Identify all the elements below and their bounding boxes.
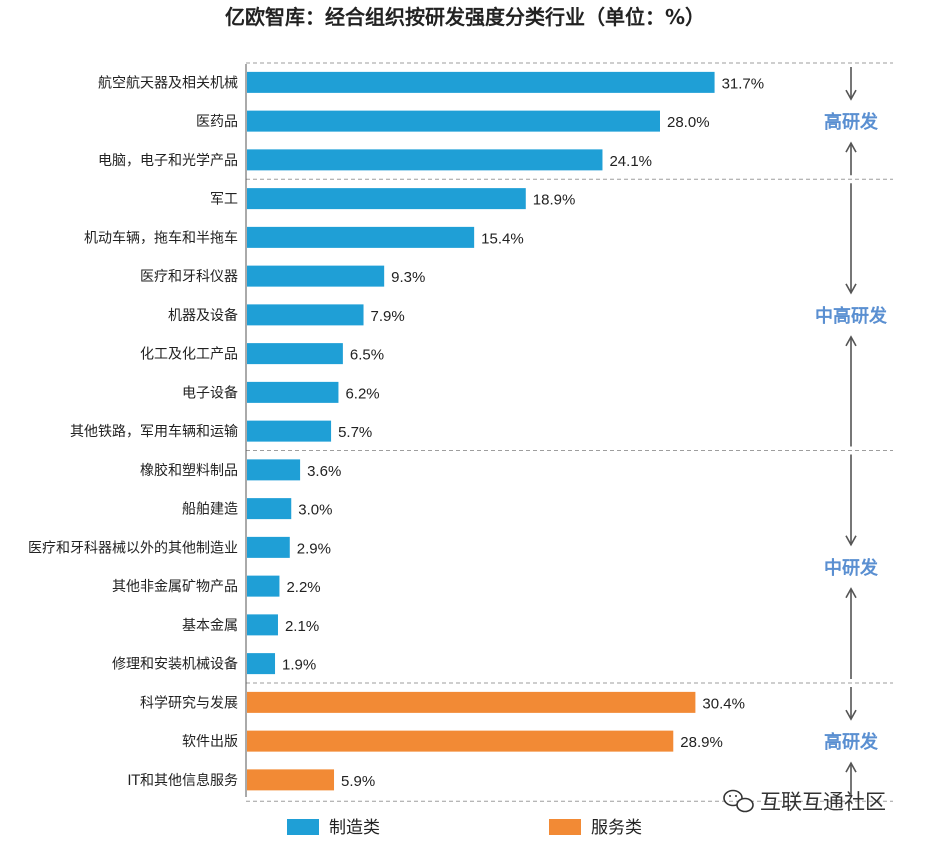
category-label-14: 基本金属 [182,617,238,634]
bar-7 [247,343,343,365]
bar-5 [247,265,385,287]
group-arrow-up-0-head [845,141,857,153]
category-labels: 航空航天器及相关机械医药品电脑，电子和光学产品军工机动车辆，拖车和半拖车医疗和牙… [28,75,238,789]
group-label-1: 中高研发 [815,305,888,327]
value-label-7: 6.5% [350,347,384,364]
bar-18 [247,769,335,791]
bar-13 [247,575,280,597]
group-arrow-down-2-head [845,535,857,547]
legend-label-services: 服务类 [591,818,642,838]
value-label-6: 7.9% [371,308,405,325]
group-arrow-up-2-head [845,587,857,599]
category-label-1: 医药品 [196,114,238,130]
category-label-11: 船舶建造 [182,502,238,518]
watermark: 互联互通社区 [723,789,886,814]
legend: 制造类 服务类 [287,818,642,838]
category-label-3: 军工 [210,192,238,208]
value-label-16: 30.4% [702,695,745,712]
value-label-2: 24.1% [609,153,652,170]
category-label-16: 科学研究与发展 [140,695,238,711]
bar-8 [247,381,339,403]
group-label-0: 高研发 [824,111,879,133]
group-dividers [246,62,893,802]
legend-swatch-services [549,819,581,835]
value-label-1: 28.0% [667,114,710,131]
group-arrow-up-3-head [845,761,857,773]
bar-15 [247,653,276,675]
value-label-13: 2.2% [286,579,320,596]
category-label-10: 橡胶和塑料制品 [140,462,238,479]
group-arrow-down-0-head [845,89,857,101]
bar-1 [247,110,660,132]
group-arrow-up-1-head [845,335,857,347]
bar-10 [247,459,301,481]
value-label-15: 1.9% [282,657,316,674]
group-arrow-down-3-head [845,709,857,721]
category-label-18: IT和其他信息服务 [127,772,238,789]
bar-11 [247,498,292,520]
category-label-13: 其他非金属矿物产品 [112,579,238,595]
wechat-icon [723,789,754,813]
value-label-18: 5.9% [341,773,375,790]
bar-4 [247,226,475,248]
bar-6 [247,304,364,326]
category-label-0: 航空航天器及相关机械 [98,75,238,91]
value-labels: 31.7% 28.0% 24.1% 18.9% 15.4% 9.3% 7.9% 6.5% 6.2… [282,75,764,790]
value-label-10: 3.6% [307,463,341,480]
category-label-2: 电脑，电子和光学产品 [98,153,238,169]
value-label-11: 3.0% [298,502,332,519]
value-label-0: 31.7% [722,75,765,92]
value-label-12: 2.9% [297,540,331,557]
bar-3 [247,188,526,210]
watermark-text: 互联互通社区 [760,790,886,814]
category-label-8: 电子设备 [182,384,238,401]
bar-0 [247,71,715,93]
category-label-9: 其他铁路，军用车辆和运输 [70,423,238,440]
value-label-9: 5.7% [338,424,372,441]
category-label-7: 化工及化工产品 [140,347,238,363]
bar-2 [247,149,603,171]
value-label-17: 28.9% [680,734,723,751]
category-label-5: 医疗和牙科仪器 [140,269,238,285]
group-arrow-down-1-head [845,283,857,295]
value-label-8: 6.2% [345,385,379,402]
bars [247,71,715,791]
category-label-12: 医疗和牙科器械以外的其他制造业 [28,540,238,556]
category-label-15: 修理和安装机械设备 [112,656,238,673]
value-label-4: 15.4% [481,230,524,247]
category-label-17: 软件出版 [182,734,238,750]
bar-9 [247,420,332,442]
value-label-14: 2.1% [285,618,319,635]
chart-title: 亿欧智库：经合组织按研发强度分类行业（单位：%） [225,5,705,29]
value-label-5: 9.3% [391,269,425,286]
group-label-3: 高研发 [824,731,879,753]
value-label-3: 18.9% [533,192,576,209]
group-label-2: 中研发 [824,557,879,579]
bar-16 [247,691,696,713]
bar-12 [247,536,290,558]
category-label-4: 机动车辆，拖车和半拖车 [84,229,238,246]
bar-17 [247,730,674,752]
category-label-6: 机器及设备 [168,307,238,324]
legend-label-manufacturing: 制造类 [329,818,380,838]
bar-14 [247,614,278,636]
legend-swatch-manufacturing [287,819,319,835]
